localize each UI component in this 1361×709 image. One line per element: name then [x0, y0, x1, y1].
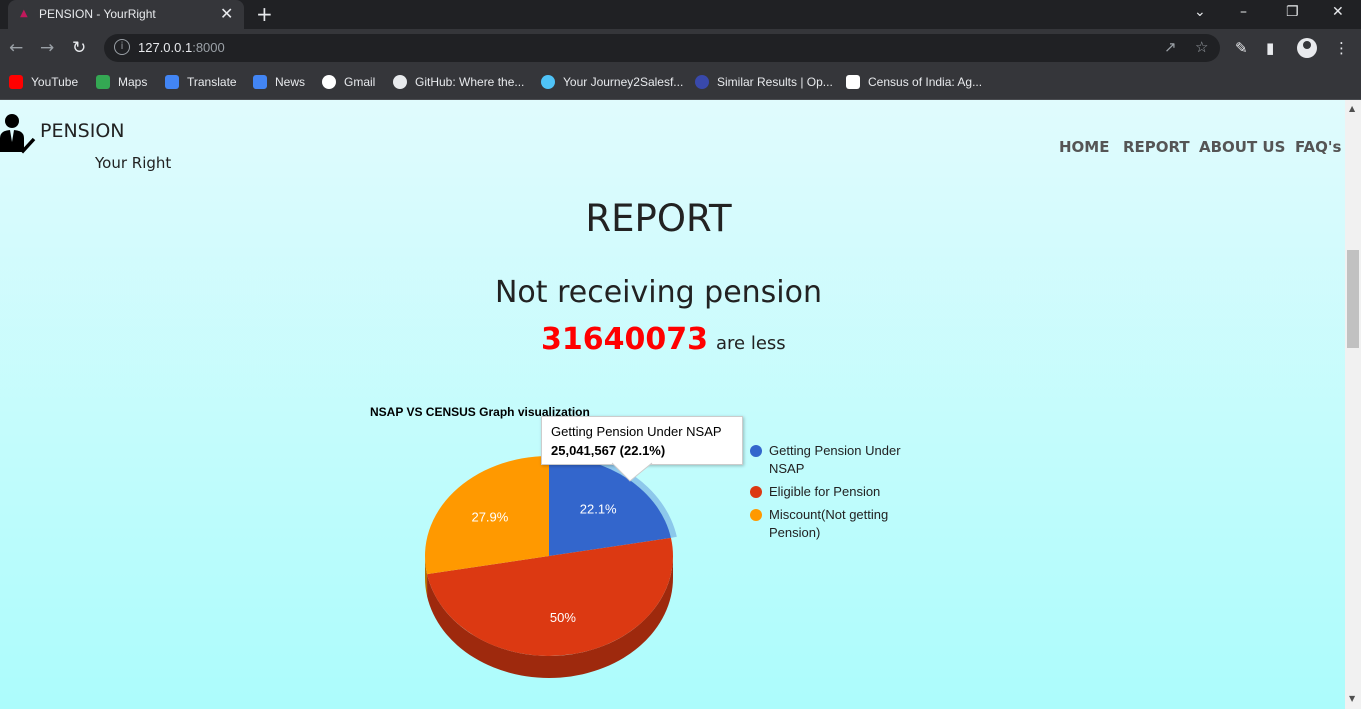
- pie-slice-label-1: 22.1%: [580, 501, 617, 516]
- legend-item-eligible[interactable]: Eligible for Pension: [750, 483, 915, 501]
- bookmarks-bar: YouTube Maps Translate News Gmail GitHub…: [0, 67, 1361, 100]
- bookmark-youtube[interactable]: YouTube: [9, 74, 78, 92]
- census-icon: [846, 75, 860, 89]
- site-info-icon[interactable]: i: [114, 39, 130, 55]
- chart-title: NSAP VS CENSUS Graph visualization: [370, 405, 590, 419]
- scroll-up-icon[interactable]: ▲: [1349, 104, 1356, 113]
- tab-title: PENSION - YourRight: [39, 7, 156, 21]
- bookmark-translate[interactable]: Translate: [165, 74, 237, 92]
- legend-item-miscount[interactable]: Miscount(Not getting Pension): [750, 506, 915, 542]
- close-tab-icon[interactable]: ✕: [220, 4, 234, 23]
- pie-chart: 22.1% 50% 27.9%: [424, 450, 677, 678]
- bookmark-star-icon[interactable]: ☆: [1195, 38, 1209, 56]
- pie-hover-ring: [549, 450, 677, 538]
- legend-dot-nsap: [750, 445, 762, 457]
- tab-strip: ▲ PENSION - YourRight ✕ + ⌄ – ❐ ✕: [0, 0, 1361, 29]
- news-icon: [253, 75, 267, 89]
- pie-slice-label-2: 50%: [550, 610, 576, 625]
- url-text[interactable]: 127.0.0.1:8000: [138, 40, 225, 55]
- github-icon: [393, 75, 407, 89]
- scroll-down-icon[interactable]: ▼: [1349, 694, 1356, 703]
- bookmark-news[interactable]: News: [253, 74, 305, 92]
- menu-icon[interactable]: ⋮: [1334, 39, 1349, 57]
- maps-icon: [96, 75, 110, 89]
- bookmark-gmail[interactable]: Gmail: [322, 74, 375, 92]
- favicon-icon: ▲: [20, 8, 28, 19]
- count-value: 31640073: [541, 322, 708, 357]
- bookmark-journey2salesforce[interactable]: Your Journey2Salesf...: [541, 74, 683, 92]
- legend-label: Eligible for Pension: [769, 484, 881, 499]
- nav-home[interactable]: HOME: [1059, 138, 1110, 156]
- page-viewport: PENSION Your Right HOME REPORT ABOUT US …: [0, 100, 1345, 709]
- legend-dot-miscount: [750, 509, 762, 521]
- translate-icon: [165, 75, 179, 89]
- browser-toolbar: ← → ↻ i 127.0.0.1:8000 ↗ ☆ ✎ ▮ ⋮: [0, 29, 1361, 67]
- brand-tagline: Your Right: [95, 154, 172, 172]
- extensions-icon[interactable]: ✎: [1235, 39, 1248, 57]
- legend-item-nsap[interactable]: Getting Pension Under NSAP: [750, 442, 915, 478]
- new-tab-icon[interactable]: +: [256, 2, 273, 26]
- pie-slice-label-3: 27.9%: [471, 509, 508, 524]
- count-suffix: are less: [716, 333, 786, 354]
- bookmark-similar-results[interactable]: Similar Results | Op...: [695, 74, 833, 92]
- tooltip-value: 25,041,567 (22.1%): [551, 443, 666, 458]
- nav-report[interactable]: REPORT: [1123, 138, 1190, 156]
- page-scrollbar[interactable]: ▲ ▼: [1345, 100, 1361, 709]
- scrollbar-thumb[interactable]: [1347, 250, 1359, 348]
- nav-about-us[interactable]: ABOUT US: [1199, 138, 1286, 156]
- google-icon: [322, 75, 336, 89]
- brand-name[interactable]: PENSION: [40, 120, 125, 142]
- pie-side-3: [425, 556, 428, 597]
- reload-icon[interactable]: ↻: [72, 38, 87, 58]
- back-icon[interactable]: ←: [9, 38, 24, 58]
- pie-slices: [424, 450, 677, 656]
- legend-label: Getting Pension Under NSAP: [769, 443, 901, 476]
- pie-labels: 22.1% 50% 27.9%: [471, 501, 617, 625]
- address-bar[interactable]: i 127.0.0.1:8000 ↗ ☆: [104, 34, 1220, 62]
- bookmark-github[interactable]: GitHub: Where the...: [393, 74, 524, 92]
- tab-search-icon[interactable]: ⌄: [1194, 4, 1206, 20]
- share-icon[interactable]: ↗: [1164, 38, 1177, 56]
- pie-slice-1[interactable]: [549, 456, 671, 556]
- restore-icon[interactable]: ❐: [1286, 4, 1299, 20]
- tooltip-pointer: [611, 461, 653, 482]
- close-window-icon[interactable]: ✕: [1332, 4, 1344, 20]
- tooltip-title: Getting Pension Under NSAP: [551, 424, 722, 439]
- side-panel-icon[interactable]: ▮: [1266, 39, 1275, 57]
- bookmark-maps[interactable]: Maps: [96, 74, 147, 92]
- youtube-icon: [9, 75, 23, 89]
- similar-results-icon: [695, 75, 709, 89]
- pie-depth: [425, 556, 673, 678]
- chart-tooltip: Getting Pension Under NSAP 25,041,567 (2…: [541, 416, 743, 465]
- legend-label: Miscount(Not getting Pension): [769, 507, 889, 540]
- page-title: REPORT: [585, 197, 732, 240]
- pie-slice-2[interactable]: [427, 537, 673, 656]
- report-subheading: Not receiving pension: [494, 275, 823, 310]
- profile-avatar-icon[interactable]: [1297, 38, 1317, 58]
- bookmark-census[interactable]: Census of India: Ag...: [846, 74, 982, 92]
- not-receiving-count: 31640073 are less: [541, 322, 786, 357]
- minimize-icon[interactable]: –: [1240, 4, 1247, 20]
- pie-slice-3[interactable]: [424, 456, 549, 575]
- nav-faqs[interactable]: FAQ's: [1295, 138, 1342, 156]
- legend-dot-eligible: [750, 486, 762, 498]
- pension-logo-icon: [0, 114, 36, 154]
- browser-tab[interactable]: ▲ PENSION - YourRight ✕: [8, 0, 244, 29]
- pie-side-2: [427, 556, 673, 678]
- forward-icon[interactable]: →: [40, 38, 55, 58]
- trailhead-icon: [541, 75, 555, 89]
